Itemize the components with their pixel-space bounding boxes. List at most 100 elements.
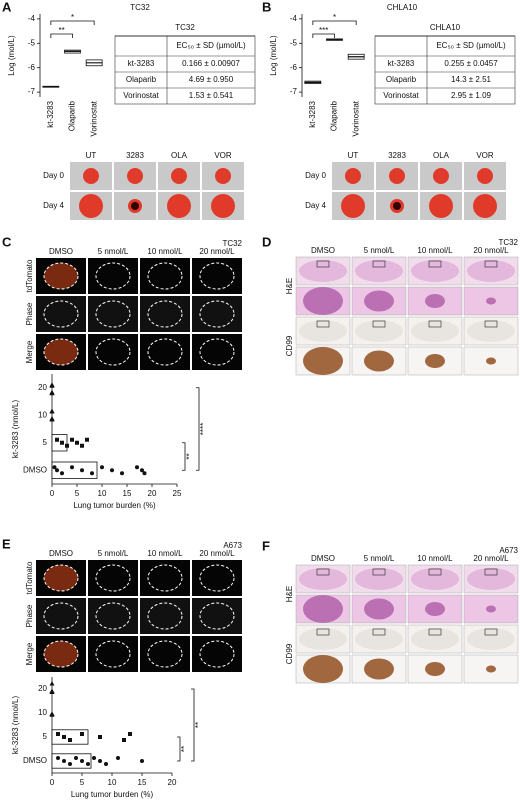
x-tick-label: 0 bbox=[50, 778, 55, 787]
row-label: Merge bbox=[25, 340, 34, 363]
outline bbox=[43, 640, 79, 668]
zoom-box bbox=[484, 628, 498, 636]
zoom-box bbox=[428, 260, 442, 268]
x-tick-label: 15 bbox=[138, 778, 147, 787]
tissue bbox=[411, 568, 459, 590]
row-label: Day 4 bbox=[305, 201, 326, 210]
spheroid bbox=[167, 194, 191, 218]
point bbox=[55, 468, 59, 473]
y-tick-label: 20 bbox=[38, 684, 47, 693]
point bbox=[49, 681, 55, 686]
spheroid bbox=[127, 168, 143, 184]
y-tick-label: -7 bbox=[290, 87, 298, 96]
table-cell: 4.69 ± 0.950 bbox=[189, 75, 234, 84]
spheroid bbox=[79, 194, 103, 218]
y-tick-label: 5 bbox=[43, 732, 48, 741]
y-tick-label: -5 bbox=[28, 38, 36, 47]
spheroid bbox=[477, 168, 493, 184]
zoom-box bbox=[372, 568, 386, 576]
zoom-box bbox=[428, 320, 442, 328]
spheroid bbox=[211, 194, 235, 218]
sig-bracket bbox=[191, 688, 195, 762]
chart-title: CHLA10 bbox=[387, 3, 418, 12]
column-label: 3283 bbox=[388, 151, 406, 160]
outline bbox=[199, 300, 235, 328]
stain bbox=[486, 665, 496, 673]
stain bbox=[425, 602, 445, 616]
point bbox=[98, 735, 102, 739]
outline bbox=[95, 300, 131, 328]
column-label: 5 nmol/L bbox=[364, 554, 395, 563]
point bbox=[110, 468, 114, 473]
tissue bbox=[411, 320, 459, 342]
point bbox=[70, 465, 74, 470]
x-tick-label: 25 bbox=[173, 489, 182, 498]
bar bbox=[51, 753, 92, 769]
tissue bbox=[355, 320, 403, 342]
table-cell: Vorinostat bbox=[123, 91, 159, 100]
panel-letter: C bbox=[2, 234, 12, 249]
spheroid bbox=[389, 168, 405, 184]
point bbox=[60, 471, 64, 476]
tissue bbox=[467, 260, 515, 282]
stain bbox=[364, 598, 394, 620]
zoom-box bbox=[484, 568, 498, 576]
column-label: OLA bbox=[433, 151, 450, 160]
y-tick-label: 10 bbox=[38, 708, 47, 717]
spheroid-core bbox=[131, 202, 139, 210]
stain bbox=[486, 605, 496, 613]
point bbox=[49, 712, 55, 717]
x-tick-label: 5 bbox=[80, 778, 85, 787]
y-tick-label: -5 bbox=[290, 38, 298, 47]
x-tick-label: 20 bbox=[168, 778, 177, 787]
y-tick-label: 10 bbox=[38, 410, 47, 419]
outline bbox=[43, 564, 79, 592]
sig-label: *** bbox=[319, 26, 328, 35]
column-label: VOR bbox=[476, 151, 494, 160]
stain bbox=[364, 290, 394, 312]
sig-bracket bbox=[312, 33, 335, 38]
row-label: Day 4 bbox=[43, 201, 64, 210]
x-tick-label: 15 bbox=[123, 489, 132, 498]
spheroid bbox=[429, 194, 453, 218]
x-tick-label: 5 bbox=[75, 489, 80, 498]
table-cell: 0.255 ± 0.0457 bbox=[444, 59, 498, 68]
outline bbox=[95, 262, 131, 290]
y-axis-label: Log (mol/L) bbox=[269, 35, 278, 76]
point bbox=[85, 437, 89, 442]
x-axis-label: Lung tumor burden (%) bbox=[73, 501, 156, 510]
point bbox=[100, 465, 104, 470]
sig-bracket bbox=[177, 736, 181, 762]
spheroid bbox=[433, 168, 449, 184]
row-label: tdTomato bbox=[25, 561, 34, 594]
spheroid-core bbox=[393, 202, 401, 210]
stain bbox=[364, 658, 394, 680]
cell-line-tag: A673 bbox=[499, 546, 518, 555]
y-tick-label: -6 bbox=[290, 63, 298, 72]
panel-letter: D bbox=[262, 234, 271, 249]
tissue bbox=[299, 568, 347, 590]
cell-line-tag: A673 bbox=[223, 541, 242, 550]
x-tick-label: 10 bbox=[98, 489, 107, 498]
zoom-box bbox=[372, 628, 386, 636]
column-label: 20 nmol/L bbox=[473, 246, 509, 255]
point bbox=[74, 756, 78, 760]
zoom-box bbox=[316, 320, 330, 328]
tissue bbox=[411, 628, 459, 650]
table-header: EC₅₀ ± SD (µmol/L) bbox=[436, 41, 506, 50]
point bbox=[56, 732, 60, 736]
outline bbox=[147, 300, 183, 328]
spheroid bbox=[345, 168, 361, 184]
point bbox=[104, 762, 108, 766]
point bbox=[128, 732, 132, 736]
x-tick-label: kt-3283 bbox=[308, 100, 317, 127]
point bbox=[49, 417, 55, 422]
row-label: CD99 bbox=[285, 335, 294, 356]
point bbox=[55, 437, 59, 442]
y-axis-label: Log (mol/L) bbox=[7, 35, 16, 76]
x-axis-label: Lung tumor burden (%) bbox=[71, 790, 154, 799]
zoom-box bbox=[484, 320, 498, 328]
column-label: DMSO bbox=[49, 549, 73, 558]
zoom-box bbox=[372, 260, 386, 268]
